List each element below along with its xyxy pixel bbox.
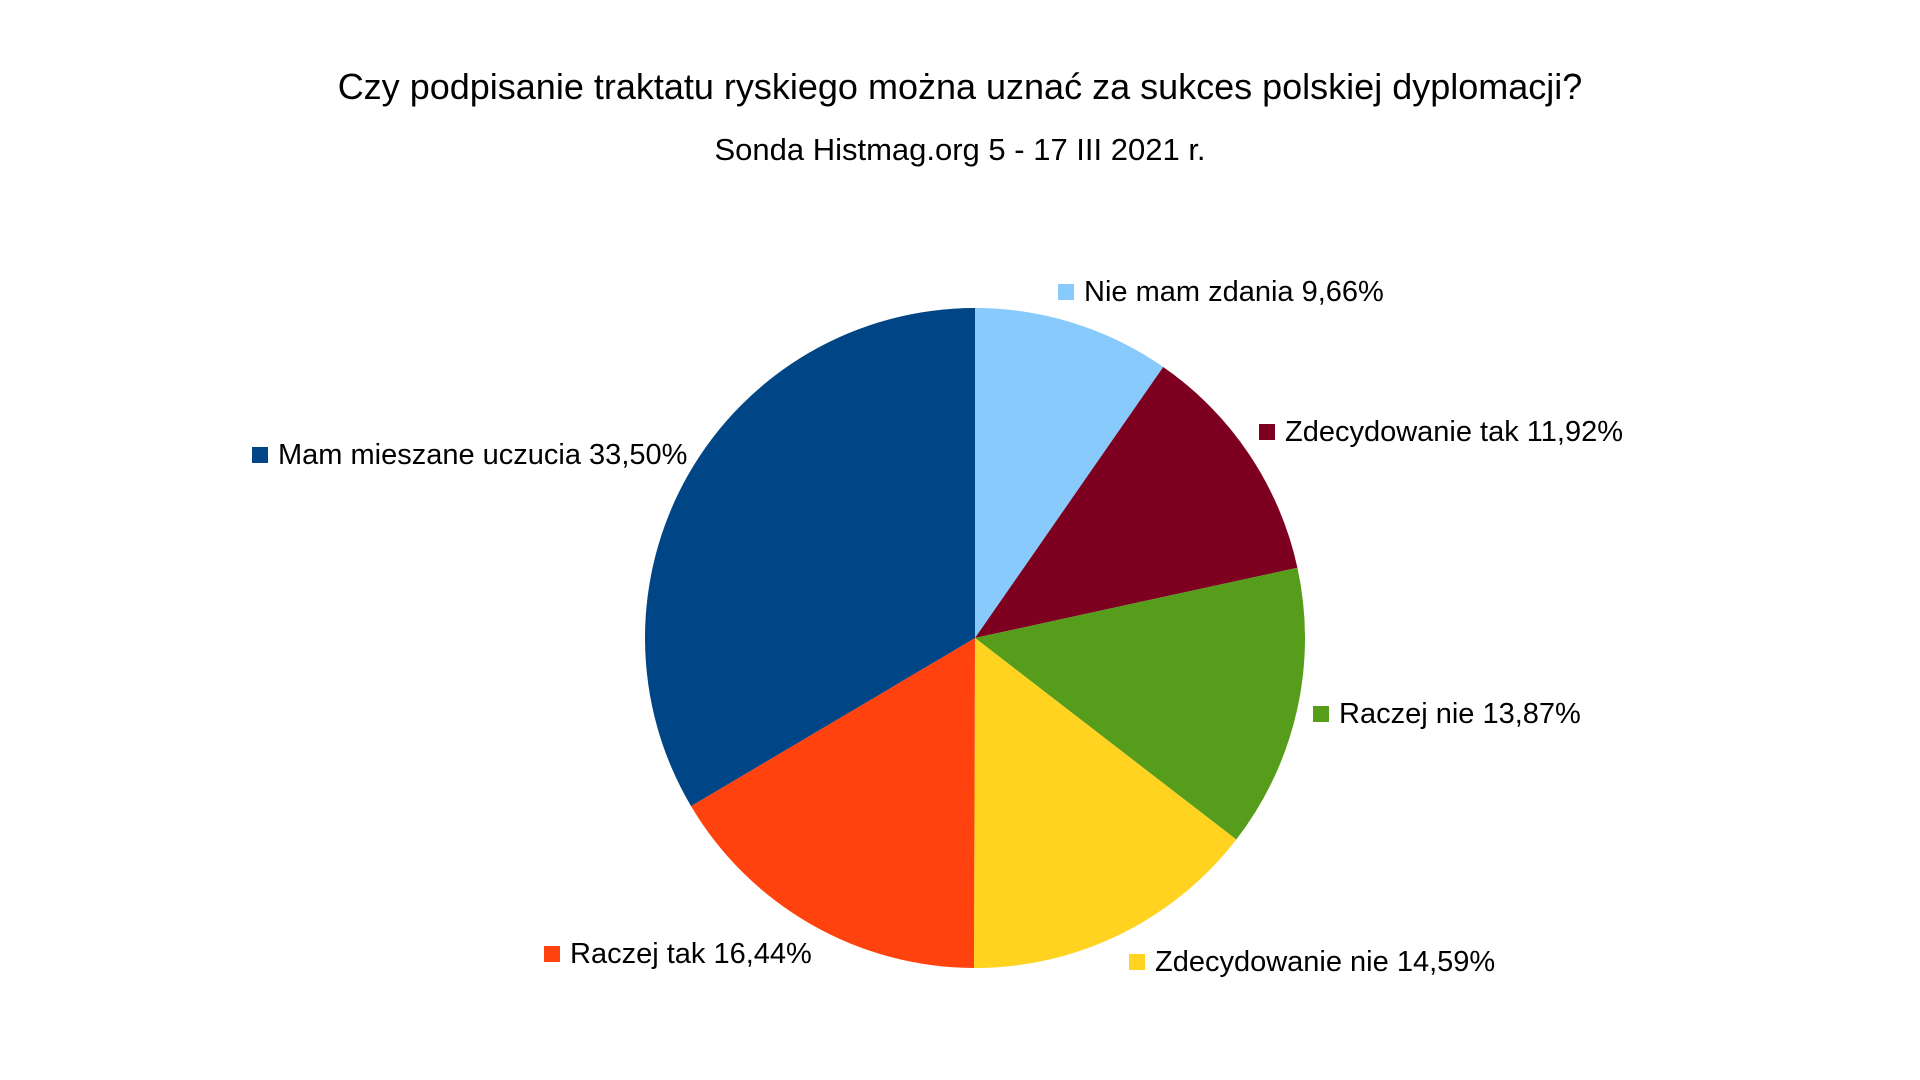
slice-label-marker xyxy=(1129,954,1145,970)
slice-label-marker xyxy=(544,946,560,962)
slice-label: Raczej tak 16,44% xyxy=(570,938,812,970)
slice-label: Zdecydowanie nie 14,59% xyxy=(1155,946,1495,978)
chart-subtitle: Sonda Histmag.org 5 - 17 III 2021 r. xyxy=(714,132,1206,167)
pie-slice-1 xyxy=(975,307,1164,638)
slice-label: Nie mam zdania 9,66% xyxy=(1084,276,1384,308)
pie-slice-5 xyxy=(691,638,975,968)
pie-slice-2 xyxy=(975,366,1298,638)
pie-slices xyxy=(645,307,1306,969)
slice-label-marker xyxy=(1313,706,1329,722)
pie-slice-4 xyxy=(973,638,1237,969)
slice-label: Mam mieszane uczucia 33,50% xyxy=(278,439,687,471)
slice-label: Zdecydowanie tak 11,92% xyxy=(1285,416,1623,448)
pie-labels: Nie mam zdania 9,66% Zdecydowanie tak 11,… xyxy=(252,276,1623,978)
pie-slice-6 xyxy=(645,308,975,807)
slice-label-marker xyxy=(1259,424,1275,440)
slice-label-marker xyxy=(252,447,268,463)
slice-label-marker xyxy=(1058,284,1074,300)
slice-label: Raczej nie 13,87% xyxy=(1339,698,1581,730)
chart-title: Czy podpisanie traktatu ryskiego można u… xyxy=(337,66,1583,107)
pie-slice-3 xyxy=(975,567,1306,840)
